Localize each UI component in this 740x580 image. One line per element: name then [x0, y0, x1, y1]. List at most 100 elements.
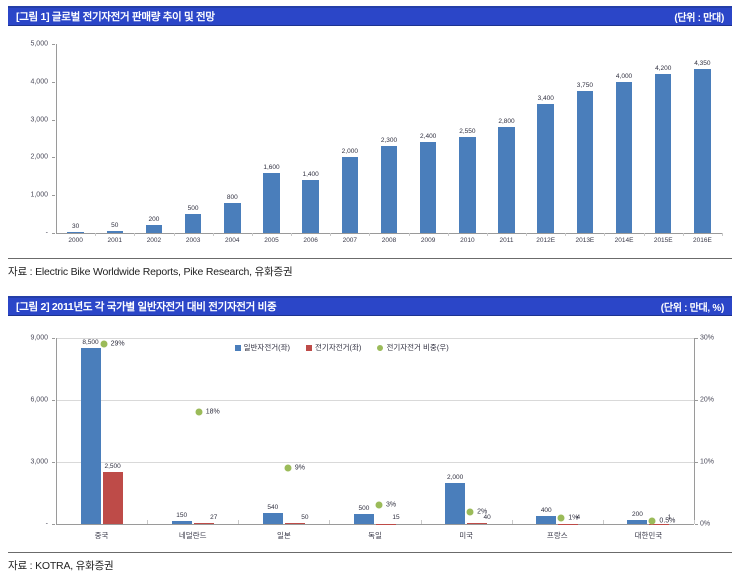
y-axis-tick-label: 3,000 [30, 116, 48, 124]
scatter-value-label: 0.5% [659, 517, 676, 525]
bar-value-label: 3,400 [537, 95, 554, 103]
secondary-y-axis-line [694, 338, 695, 524]
legend-item: 전기자전거(좌) [306, 342, 361, 353]
secondary-y-axis-tickmark [695, 400, 698, 401]
bar-value-label: 1,400 [302, 171, 319, 179]
y-axis-line [56, 338, 57, 524]
bar [498, 127, 515, 233]
legend-item: 전기자전거 비중(우) [377, 342, 449, 353]
x-axis-category-label: 프랑스 [546, 531, 568, 540]
x-axis-tickmark [212, 233, 214, 236]
gridline [56, 462, 694, 463]
bar-general-bicycle [536, 515, 557, 524]
legend-swatch-icon [377, 344, 384, 351]
x-axis-tick-label: 2003 [185, 237, 201, 244]
y-axis-tickmark [52, 157, 55, 159]
bar [459, 136, 476, 233]
y-axis-tickmark [52, 338, 55, 339]
scatter-point-share [648, 517, 656, 525]
secondary-y-axis-tick-label: 20% [700, 396, 715, 404]
scatter-point-share [284, 464, 292, 472]
bar [341, 157, 359, 233]
y-axis-tickmark [52, 81, 55, 83]
x-axis-tickmark [95, 233, 97, 236]
bar [537, 104, 554, 233]
secondary-y-axis-tickmark [695, 462, 698, 463]
y-axis-tick-label: 4,000 [30, 78, 48, 86]
bar-value-label: 4,200 [655, 65, 672, 73]
x-axis-tick-label: 2004 [225, 237, 240, 244]
divider [8, 552, 732, 553]
bar-value-label: 50 [301, 514, 309, 521]
bar-general-bicycle [262, 512, 283, 524]
figure1-title: [그림 1] 글로벌 전기자전거 판매량 추이 및 전망 [16, 11, 215, 23]
x-axis-tickmark [694, 520, 695, 524]
x-axis-tickmark [526, 233, 528, 236]
x-axis-line [56, 524, 694, 525]
x-axis-tick-label: 2010 [460, 237, 475, 244]
x-axis-tickmark [602, 520, 604, 524]
bar-value-label: 2,400 [420, 133, 437, 141]
x-axis-tick-label: 2000 [68, 237, 83, 244]
x-axis-tick-label: 2006 [303, 237, 318, 244]
bar [106, 231, 123, 233]
bar [302, 180, 319, 233]
bar [576, 91, 594, 233]
bar-value-label: 4,000 [615, 72, 633, 80]
bar-value-label: 200 [148, 216, 160, 224]
scatter-value-label: 3% [386, 501, 397, 509]
bar [67, 231, 84, 233]
x-axis-tickmark [447, 233, 449, 236]
x-axis-tickmark [238, 520, 240, 524]
x-axis-category-label: 네덜란드 [178, 531, 207, 540]
bar-value-label: 2,300 [380, 137, 398, 145]
x-axis-category-label: 독일 [368, 531, 382, 540]
x-axis-tickmark [147, 520, 149, 524]
gridline [56, 338, 694, 339]
x-axis-tickmark [420, 520, 422, 524]
y-axis-tick-label: 2,000 [30, 153, 48, 161]
x-axis-tickmark [511, 520, 513, 524]
divider [8, 258, 732, 259]
scatter-value-label: 29% [110, 340, 125, 348]
bar-general-bicycle [80, 348, 101, 524]
x-axis-category-label: 일본 [276, 531, 291, 540]
bar-value-label: 500 [187, 205, 199, 213]
bar-value-label: 4,350 [694, 59, 711, 67]
figure1-source: 자료 : Electric Bike Worldwide Reports, Pi… [8, 266, 293, 278]
bar [694, 68, 711, 233]
secondary-y-axis-tick-label: 10% [700, 458, 715, 466]
bar-general-bicycle [445, 482, 466, 524]
bar-value-label: 2,500 [104, 463, 121, 471]
figure2-header: [그림 2] 2011년도 각 국가별 일반자전거 대비 전기자전거 비중 (단… [8, 296, 732, 316]
y-axis-tick-label: 5,000 [30, 40, 48, 48]
figure2-source-block: 자료 : KOTRA, 유화증권 [8, 552, 732, 573]
bar-value-label: 1 [667, 514, 672, 521]
bar-value-label: 50 [111, 222, 119, 230]
y-axis-tickmark [52, 524, 55, 525]
x-axis-tick-label: 2012E [536, 237, 556, 244]
secondary-y-axis-tickmark [695, 338, 698, 339]
secondary-y-axis-tickmark [695, 524, 698, 525]
figure2-title: [그림 2] 2011년도 각 국가별 일반자전거 대비 전기자전거 비중 [16, 301, 277, 313]
y-axis-tickmark [52, 400, 55, 401]
x-axis-tick-label: 2002 [146, 237, 162, 244]
x-axis-tickmark [682, 233, 684, 236]
figure2-source: 자료 : KOTRA, 유화증권 [8, 560, 114, 572]
x-axis-tick-label: 2007 [342, 237, 358, 244]
bar-electric-bicycle [284, 522, 305, 524]
chart-1-ebike-sales: - 1,000 2,000 3,000 4,000 5,000 30 2000 50 2001 20… [8, 30, 732, 255]
y-axis-tick-label: - [45, 520, 48, 528]
y-axis-tickmark [52, 462, 55, 463]
x-axis-tickmark [604, 233, 606, 236]
x-axis-category-label: 중국 [94, 531, 109, 540]
x-axis-tick-label: 2013E [575, 237, 595, 244]
bar-value-label: 2,550 [459, 127, 476, 135]
x-axis-tick-label: 2009 [420, 237, 436, 244]
x-axis-tick-label: 2016E [693, 237, 712, 244]
bar-value-label: 2,000 [341, 148, 358, 156]
bar-value-label: 27 [210, 514, 218, 521]
x-axis-tickmark [251, 233, 253, 236]
x-axis-tickmark [486, 233, 488, 236]
x-axis-tick-label: 2011 [499, 237, 514, 244]
